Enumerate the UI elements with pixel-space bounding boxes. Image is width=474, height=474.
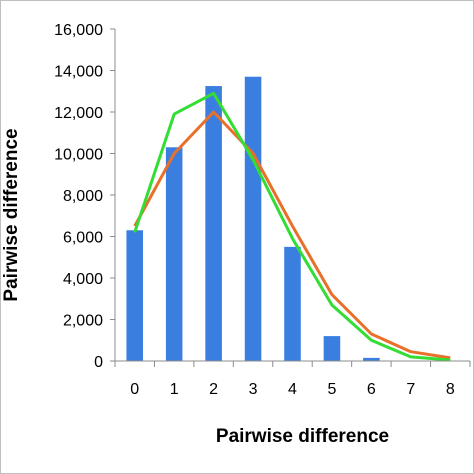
bar-0: [126, 230, 144, 361]
x-tick-label: 2: [209, 381, 218, 398]
y-tick-label: 0: [94, 354, 103, 371]
line-series-1: [133, 110, 451, 360]
line-series-2: [133, 91, 451, 362]
bar-4: [284, 246, 301, 361]
x-tick-label: 7: [406, 381, 415, 398]
y-tick-label: 16,000: [54, 22, 103, 39]
x-axis-ticks: 0 1 2 3 4 5 6 7 8: [114, 361, 471, 398]
x-tick-label: 5: [327, 381, 336, 398]
x-tick-label: 1: [170, 381, 179, 398]
y-tick-label: 12,000: [54, 105, 103, 122]
y-axis-title: Pairwise difference: [1, 128, 22, 301]
y-tick-label: 10,000: [54, 147, 103, 164]
bar-1: [165, 147, 183, 361]
y-tick-label: 14,000: [54, 64, 103, 81]
y-tick-label: 4,000: [63, 271, 103, 288]
y-tick-label: 8,000: [63, 188, 103, 205]
bar-5: [323, 336, 341, 361]
x-tick-label: 4: [288, 381, 297, 398]
x-tick-label: 8: [446, 381, 455, 398]
x-axis-title: Pairwise difference: [216, 426, 389, 447]
bar-series: [126, 76, 380, 361]
x-tick-label: 3: [249, 381, 258, 398]
y-tick-label: 2,000: [63, 313, 103, 330]
y-axis-ticks: 0 2,000 4,000 6,000 8,000 10,000 12,000 14,000 1…: [54, 22, 115, 371]
y-tick-label: 6,000: [63, 230, 103, 247]
bar-2: [205, 86, 222, 361]
bar-6: [363, 357, 380, 361]
bar-3: [244, 76, 262, 361]
line-series: [133, 91, 451, 362]
x-tick-label: 0: [130, 381, 139, 398]
x-tick-label: 6: [367, 381, 376, 398]
